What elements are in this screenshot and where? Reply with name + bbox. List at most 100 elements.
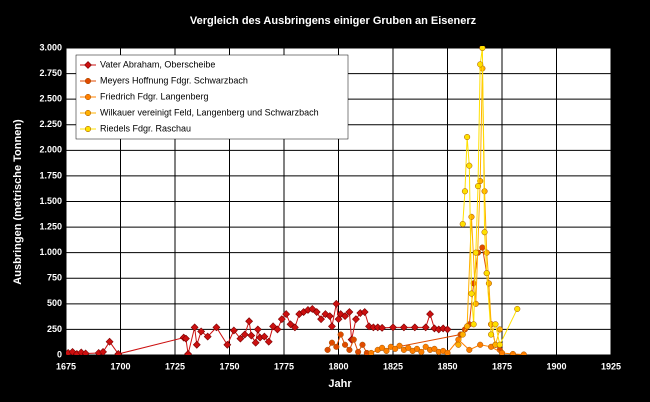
marker	[273, 325, 282, 334]
marker	[290, 323, 299, 332]
marker	[389, 323, 397, 332]
series-layer	[66, 46, 527, 355]
marker	[479, 244, 486, 251]
y-tick-label: 2.500	[39, 94, 62, 104]
marker	[84, 77, 92, 85]
marker	[472, 249, 479, 256]
y-tick-label: 3.000	[39, 42, 62, 52]
marker	[325, 312, 334, 321]
legend-label: Wilkauer vereinigt Feld, Langenberg und …	[100, 107, 319, 117]
marker	[514, 305, 521, 313]
marker	[378, 323, 387, 332]
marker	[481, 229, 488, 236]
marker	[352, 315, 360, 324]
marker	[477, 341, 484, 348]
marker	[426, 310, 434, 318]
y-tick-label: 750	[47, 273, 62, 283]
marker	[359, 341, 366, 348]
marker	[321, 310, 330, 318]
x-axis-label: Jahr	[328, 378, 352, 390]
marker	[229, 326, 238, 335]
marker	[459, 220, 466, 228]
marker	[264, 337, 273, 346]
x-tick-label: 1675	[56, 361, 76, 371]
marker	[468, 213, 475, 220]
marker	[346, 346, 353, 353]
marker	[498, 349, 506, 355]
marker	[444, 349, 451, 355]
marker	[392, 345, 399, 352]
marker	[379, 344, 386, 351]
marker	[431, 345, 438, 352]
legend-box	[75, 54, 349, 140]
y-tick-label: 1.750	[39, 170, 62, 180]
series-line	[462, 47, 518, 347]
marker	[466, 162, 473, 169]
marker	[245, 317, 254, 326]
marker	[410, 323, 419, 332]
y-tick-label: 2.250	[39, 119, 62, 129]
legend-label: Riedels Fdgr. Raschau	[100, 123, 191, 133]
marker	[192, 340, 201, 349]
marker	[240, 330, 249, 339]
x-tick-label: 1825	[383, 361, 403, 371]
marker	[350, 336, 357, 343]
marker	[355, 348, 362, 355]
marker	[84, 109, 92, 117]
y-axis-label: Ausbringen (metrische Tonnen)	[12, 119, 24, 285]
x-tick-label: 1800	[328, 361, 348, 371]
marker	[488, 331, 495, 338]
marker	[483, 270, 490, 277]
x-tick-label: 1850	[437, 361, 457, 371]
marker	[461, 188, 468, 195]
marker	[236, 334, 245, 343]
marker	[197, 327, 206, 336]
y-tick-label: 1.000	[39, 247, 62, 257]
marker	[286, 320, 295, 329]
x-tick-label: 1700	[110, 361, 130, 371]
y-tick-label: 2.750	[39, 68, 62, 78]
y-tick-label: 1.500	[39, 196, 62, 206]
marker	[114, 350, 123, 355]
marker	[269, 322, 278, 331]
marker	[345, 308, 354, 316]
y-tick-label: 1.250	[39, 221, 62, 231]
marker	[466, 346, 473, 353]
marker	[190, 323, 199, 332]
marker	[181, 334, 190, 343]
marker	[341, 341, 349, 348]
marker	[459, 331, 466, 338]
marker	[282, 310, 291, 318]
marker	[341, 312, 349, 321]
y-tick-label: 250	[47, 324, 62, 334]
marker	[337, 331, 344, 338]
marker	[496, 341, 503, 348]
marker	[520, 351, 527, 355]
marker	[509, 350, 516, 355]
x-tick-label: 1875	[492, 361, 512, 371]
x-tick-label: 1775	[274, 361, 294, 371]
marker	[418, 348, 425, 355]
marker	[468, 290, 475, 297]
marker	[84, 93, 92, 101]
marker	[332, 299, 341, 308]
marker	[365, 322, 373, 331]
marker	[455, 341, 462, 348]
marker	[333, 343, 340, 350]
marker	[383, 347, 390, 354]
marker	[247, 331, 256, 340]
marker	[470, 321, 477, 328]
marker	[336, 310, 345, 318]
x-tick-label: 1725	[165, 361, 185, 371]
marker	[360, 308, 369, 316]
y-tick-label: 500	[47, 298, 62, 308]
legend-label: Friedrich Fdgr. Langenberg	[100, 91, 209, 101]
y-tick-label: 2.000	[39, 145, 62, 155]
marker	[413, 345, 421, 352]
marker	[405, 344, 412, 351]
marker	[99, 348, 107, 355]
marker	[317, 315, 325, 324]
marker	[496, 326, 503, 333]
